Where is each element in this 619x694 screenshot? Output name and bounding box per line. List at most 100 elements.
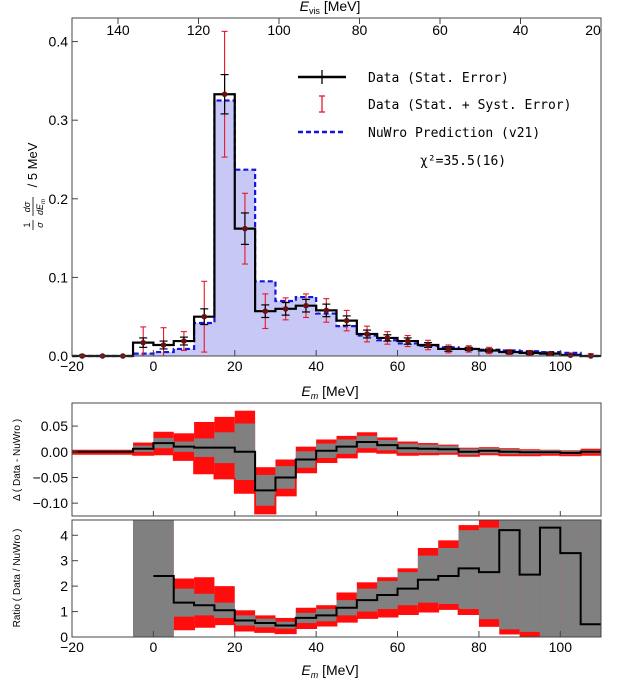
data-histogram-layer — [72, 30, 601, 359]
top-x-tick-label: 100 — [267, 22, 291, 38]
legend: Data (Stat. Error) Data (Stat. + Syst. E… — [298, 70, 572, 169]
data-point — [526, 350, 533, 356]
y-tick-label: 0.0 — [49, 348, 69, 364]
legend-data-syst: Data (Stat. + Syst. Error) — [368, 98, 572, 113]
ratio-y-label: Ratio ( Data / NuWro ) — [12, 529, 23, 628]
data-point — [425, 342, 431, 348]
legend-data-stat: Data (Stat. Error) — [368, 71, 509, 86]
data-point — [140, 339, 147, 346]
y-tick-label: −0.05 — [33, 469, 69, 485]
top-axis-label: Evis [MeV] — [300, 0, 361, 16]
x-tick-label: 20 — [227, 639, 243, 655]
top-x-tick-label: 140 — [106, 22, 130, 38]
ratio-stat-band — [499, 520, 520, 630]
main-plot-frame — [71, 17, 602, 357]
ylabel-fraction-sigma: σ — [35, 222, 45, 228]
main-axis-ticks: −20 0 20 40 60 80 100 140 120 100 80 60 40 20 0.0 0.1 0.… — [49, 18, 602, 374]
top-x-tick-label: 20 — [585, 22, 601, 38]
y-tick-label: 3 — [60, 553, 68, 569]
total-lower-edge — [72, 450, 601, 515]
ratio-y-label-wrap: Ratio ( Data / NuWro ) — [12, 529, 23, 628]
data-point — [404, 338, 411, 344]
y-tick-label: 0.00 — [41, 444, 68, 460]
x-tick-label: 100 — [549, 639, 573, 655]
data-point — [221, 91, 228, 98]
ratio-stat-band — [478, 527, 500, 620]
data-point — [160, 342, 167, 348]
data-point — [262, 308, 269, 314]
x-tick-label: 80 — [471, 358, 487, 374]
data-point — [282, 306, 289, 312]
ratio-x-axis-label: Em [MeV] — [301, 662, 358, 680]
x-tick-label: 60 — [390, 639, 406, 655]
x-tick-label: 20 — [227, 358, 243, 374]
y-tick-label: 0.1 — [49, 269, 69, 285]
data-point — [506, 349, 513, 355]
y-tick-label: 0.3 — [49, 112, 69, 128]
data-point — [384, 335, 391, 341]
y-tick-label: 0 — [60, 629, 68, 645]
data-point — [343, 317, 350, 324]
x-tick-label: −20 — [60, 639, 84, 655]
data-point — [445, 346, 452, 352]
main-y-axis-label: 1 σ dσ dEm / 5 MeV — [22, 142, 47, 230]
ylabel-fraction-one: 1 — [22, 222, 32, 227]
difference-panel: 0.05 0.00 −0.05 −0.10 Δ ( Data - NuWro ) — [12, 402, 602, 517]
difference-central-line — [72, 441, 601, 492]
data-point — [201, 313, 208, 320]
difference-axis-ticks: 0.05 0.00 −0.05 −0.10 — [33, 418, 561, 516]
difference-y-label: Δ ( Data - NuWro ) — [12, 419, 23, 501]
ratio-stat-band — [560, 520, 581, 637]
x-tick-label: 40 — [308, 639, 324, 655]
x-tick-label: 0 — [149, 639, 157, 655]
ratio-stat-band — [153, 520, 174, 637]
main-histogram-panel: −20 0 20 40 60 80 100 140 120 100 80 60 40 20 0.0 0.1 0.… — [22, 0, 602, 401]
legend-nuwro: NuWro Prediction (v21) — [368, 126, 540, 141]
data-point — [567, 352, 574, 359]
ratio-stat-band — [580, 520, 601, 637]
y-tick-label: −0.10 — [33, 495, 69, 511]
y-tick-label: 4 — [60, 527, 68, 543]
ratio-central-line — [153, 526, 601, 627]
ratio-stat-band — [133, 520, 154, 637]
legend-chi2: χ²=35.5(16) — [420, 154, 506, 169]
y-tick-label: 1 — [60, 604, 68, 620]
data-point — [242, 225, 248, 232]
difference-y-label-wrap: Δ ( Data - NuWro ) — [12, 419, 23, 501]
data-point — [465, 346, 472, 352]
data-point — [486, 347, 492, 354]
y-tick-label: 2 — [60, 578, 68, 594]
y-tick-label: 0.2 — [49, 191, 69, 207]
ratio-stat-band — [519, 520, 540, 632]
main-x-axis-label: Em [MeV] — [301, 383, 358, 401]
y-tick-label: 0.4 — [49, 34, 69, 50]
x-tick-label: 80 — [471, 639, 487, 655]
top-x-tick-label: 40 — [513, 22, 529, 38]
top-x-tick-label: 120 — [187, 22, 211, 38]
top-x-tick-label: 80 — [352, 22, 368, 38]
data-point — [364, 331, 370, 337]
x-tick-label: −20 — [60, 358, 84, 374]
ylabel-fraction-dem: dEm — [35, 199, 47, 215]
data-step-line — [72, 93, 601, 358]
x-tick-label: 60 — [390, 358, 406, 374]
data-point — [303, 302, 309, 309]
difference-bands — [72, 410, 601, 515]
difference-plot-frame — [71, 402, 602, 517]
x-tick-label: 40 — [308, 358, 324, 374]
x-tick-label: 100 — [549, 358, 573, 374]
data-point — [181, 338, 187, 344]
ylabel-per-bin: / 5 MeV — [25, 142, 40, 187]
data-point — [323, 307, 330, 314]
data-point — [547, 350, 553, 357]
ratio-stat-band — [539, 520, 561, 637]
x-tick-label: 0 — [149, 358, 157, 374]
ratio-total-lower-edge — [173, 608, 479, 635]
ratio-bands — [133, 520, 601, 637]
y-tick-label: 0.05 — [41, 418, 68, 434]
ratio-plot-frame — [71, 519, 602, 638]
ylabel-fraction-dsigma: dσ — [22, 201, 32, 212]
